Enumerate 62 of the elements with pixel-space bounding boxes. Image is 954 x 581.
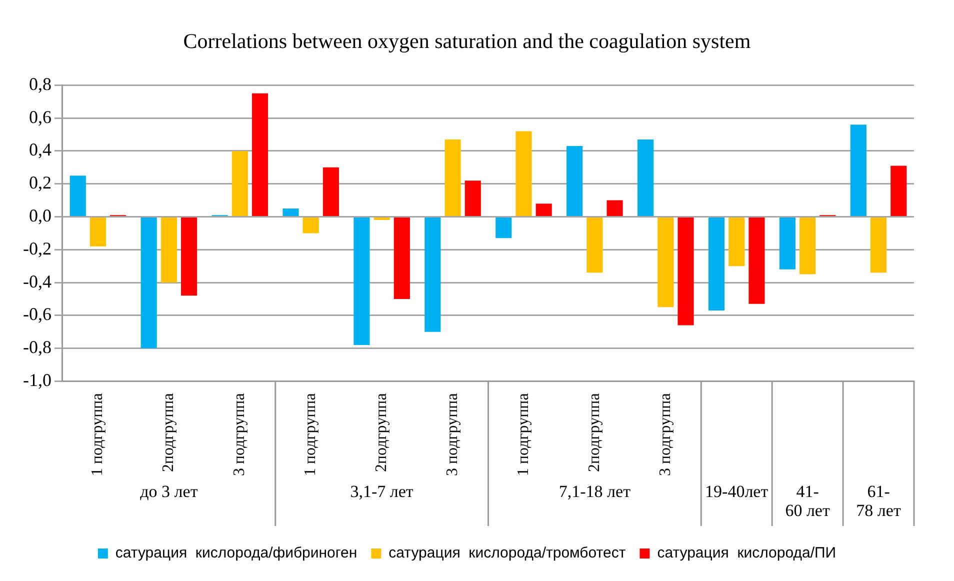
y-tick-label: -0,6 <box>22 304 52 324</box>
text: 7,1-18 лет <box>558 482 632 501</box>
bar <box>637 139 654 216</box>
y-tick-label: -1,0 <box>22 370 52 390</box>
legend-label: сатурация кислорода/тромботест <box>388 544 626 562</box>
bar <box>424 217 441 332</box>
bar <box>354 217 370 346</box>
x-tick-label: 2подгруппа <box>373 393 390 472</box>
bar <box>708 217 725 310</box>
x-tick-label: 3 подгруппа <box>444 393 461 476</box>
bar <box>678 217 694 326</box>
bar <box>70 176 86 216</box>
bar <box>374 217 390 220</box>
bar <box>282 208 299 216</box>
x-tick-label: 2подгруппа <box>586 393 603 472</box>
bar <box>606 200 623 216</box>
bar <box>160 217 177 283</box>
x-tick-label: 1 подгруппа <box>514 393 532 476</box>
bar <box>536 204 552 216</box>
y-tick-label: 0,6 <box>28 106 52 127</box>
bar <box>658 217 674 308</box>
y-tick-label: 0,8 <box>28 74 52 94</box>
bar <box>394 217 410 299</box>
x-tick-label: 3 подгруппа <box>231 393 248 476</box>
y-tick-label: 0,2 <box>28 172 52 193</box>
bar <box>464 180 481 216</box>
text: 3,1-7 лет <box>350 482 414 501</box>
y-tick-label: 0,0 <box>28 205 52 226</box>
text: до 3 лет <box>140 482 198 501</box>
bar <box>180 217 198 296</box>
bar <box>496 217 512 238</box>
bar <box>232 150 248 216</box>
bar <box>800 217 816 274</box>
bar <box>302 217 319 234</box>
legend-label: сатурация кислорода/ПИ <box>657 544 836 562</box>
bar <box>322 167 339 216</box>
bar <box>90 217 106 246</box>
bar <box>870 217 887 273</box>
bar <box>566 146 583 216</box>
bar <box>779 217 796 270</box>
bar <box>890 166 907 216</box>
y-tick-label: 0,4 <box>28 140 52 160</box>
bar <box>850 124 866 216</box>
chart-title: Correlations between oxygen saturation and the coagulation system <box>183 29 751 54</box>
bar <box>748 217 765 304</box>
x-tick-label: 3 подгруппа <box>656 393 674 476</box>
text: 61-78 лет <box>856 482 902 520</box>
y-tick-label: -0,8 <box>22 337 52 358</box>
y-tick-label: -0,4 <box>22 271 52 292</box>
bar <box>444 139 461 216</box>
bar <box>140 217 157 348</box>
bar <box>728 217 745 266</box>
x-tick-label: 1 подгруппа <box>89 393 106 476</box>
x-tick-label: 2подгруппа <box>160 393 178 472</box>
text: 19-40лет <box>705 482 769 501</box>
y-tick-label: -0,2 <box>22 238 52 258</box>
legend-label: сатурация кислорода/фибриноген <box>115 544 358 562</box>
x-tick-label: 1 подгруппа <box>302 393 320 476</box>
bar <box>516 131 532 216</box>
bar <box>252 93 268 216</box>
text: 41-60 лет <box>785 482 830 520</box>
bar <box>586 217 603 273</box>
